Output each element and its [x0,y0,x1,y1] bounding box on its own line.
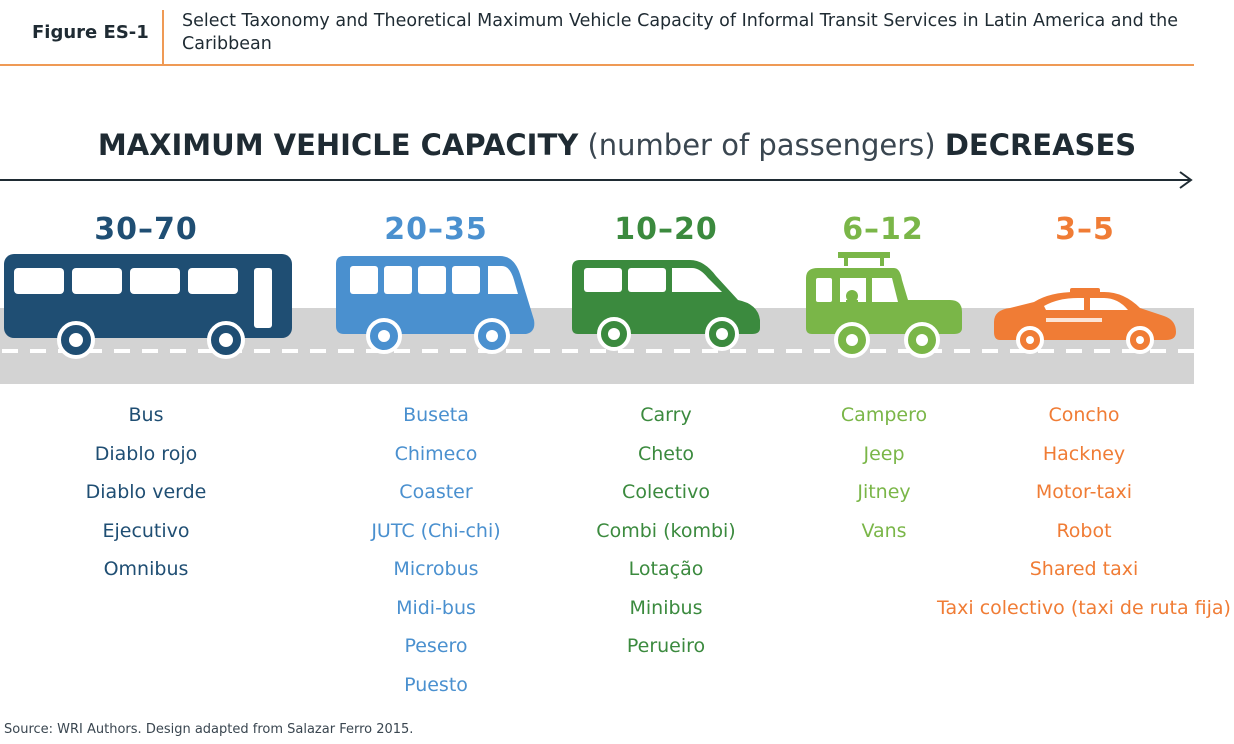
road-scene [0,252,1194,384]
vehicle-name: Robot [1056,519,1112,542]
range-minibus: 20–35 [384,212,488,247]
van-icon [572,260,760,351]
vehicle-name: Carry [640,404,692,426]
capacity-heading: MAXIMUM VEHICLE CAPACITY (number of pass… [0,128,1234,162]
vehicle-name: Midi-bus [396,596,476,619]
jeep-icon [806,252,962,358]
vehicle-name: JUTC (Chi-chi) [371,519,501,542]
source-note: Source: WRI Authors. Design adapted from… [4,722,414,737]
vehicle-name: Jitney [857,481,911,503]
vehicle-name: Bus [128,404,164,426]
vehicle-name: Cheto [637,442,695,465]
vehicle-name: Diablo verde [85,481,207,503]
vehicle-name: Ejecutivo [102,519,190,542]
heading-part1: MAXIMUM VEHICLE CAPACITY [97,128,579,162]
names-van: Carry Cheto Colectivo Combi (kombi) Lotação M… [516,396,816,666]
vehicle-name: Concho [1048,404,1120,426]
range-van: 10–20 [614,212,718,247]
vehicle-name: Pesero [404,635,468,657]
header-rule [0,64,1194,66]
names-jeep: Campero Jeep Jitney Vans [734,396,1034,550]
heading-part2: (number of passengers) [587,128,936,162]
vehicle-name: Lotação [628,558,704,580]
names-bus: Bus Diablo rojo Diablo verde Ejecutivo Omnib… [0,396,296,589]
vehicle-name: Campero [840,404,928,426]
figure-title: Select Taxonomy and Theoretical Maximum … [182,11,1178,54]
vehicle-name: Combi (kombi) [596,519,736,542]
decrease-arrow [0,171,1193,189]
range-bus: 30–70 [94,212,198,247]
vehicle-name: Colectivo [622,481,710,503]
vehicle-name: Perueiro [626,635,706,657]
vehicle-name: Minibus [629,596,703,619]
names-taxi: Concho Hackney Motor-taxi Robot Shared taxi T… [934,396,1234,621]
range-taxi: 3–5 [1055,212,1115,247]
vehicle-name: Microbus [393,558,479,580]
figure-label: Figure ES-1 [32,22,149,43]
vehicle-name: Shared taxi [1029,558,1139,580]
vehicle-name: Buseta [403,404,469,426]
heading-part3: DECREASES [944,128,1137,162]
vehicle-name: Hackney [1042,442,1126,465]
vehicle-name: Puesto [404,673,468,696]
vehicle-name: Diablo rojo [94,442,198,465]
taxi-icon [994,288,1176,354]
vehicle-name: Chimeco [394,442,478,465]
names-minibus: Buseta Chimeco Coaster JUTC (Chi-chi) Microb… [286,396,586,704]
vehicle-name: Jeep [863,442,905,465]
range-jeep: 6–12 [842,212,924,247]
vehicle-name: Coaster [399,481,473,503]
vehicle-name: Taxi colectivo (taxi de ruta fija) [937,596,1231,619]
minibus-icon [336,256,535,354]
vehicle-name: Omnibus [103,558,189,580]
header-divider [162,10,164,66]
bus-icon [4,254,292,359]
vehicle-name: Motor-taxi [1035,481,1133,503]
vehicle-name: Vans [861,519,907,542]
